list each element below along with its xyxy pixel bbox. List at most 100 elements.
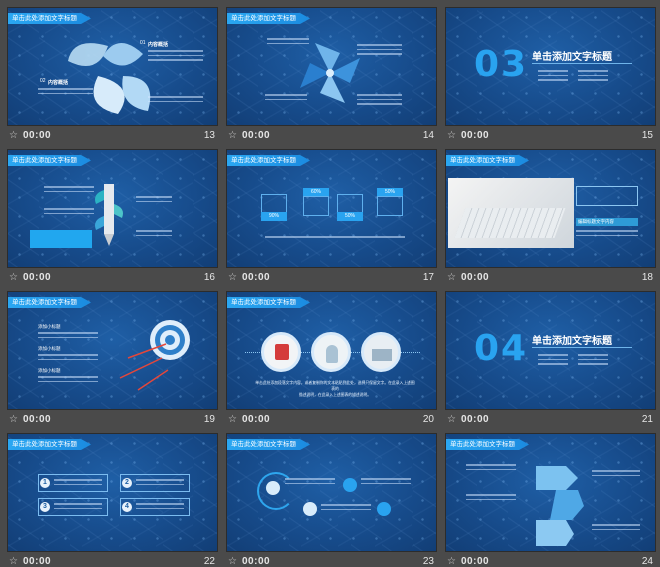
slide-tag: 单击此处添加文字标题 — [227, 155, 310, 166]
slide-tag: 单击此处添加文字标题 — [446, 439, 529, 450]
text-box — [576, 186, 638, 206]
star-transition-icon[interactable]: ☆ — [228, 272, 237, 283]
stat-value: 50% — [337, 212, 363, 221]
step-number: 2 — [122, 478, 132, 488]
slide-duration: 00:00 — [23, 130, 52, 141]
slide-preview[interactable]: 单击此处添加文字标题 — [7, 149, 218, 268]
bullet-lines — [578, 354, 608, 368]
slide-preview[interactable]: 03 单击添加文字标题 — [445, 7, 656, 126]
zigzag-arrows — [536, 466, 584, 546]
slide-thumbnail-16[interactable]: 单击此处添加文字标题 ☆ 00:00 16 — [7, 149, 218, 286]
slide-thumbnail-19[interactable]: 单击此处添加文字标题 添加小标题 添加小标题 添加小标题 ☆ 00:00 19 — [7, 291, 218, 428]
text-lines — [285, 478, 335, 487]
slide-thumbnail-13[interactable]: 单击此处添加文字标题 01 02 内容概括 内容概括 ☆ 00:00 13 — [7, 7, 218, 144]
slide-preview[interactable]: 单击此处添加文字标题 01 02 内容概括 内容概括 — [7, 7, 218, 126]
star-transition-icon[interactable]: ☆ — [228, 414, 237, 425]
slide-preview[interactable]: 单击此处添加文字标题 90% 60% 50% 50% — [226, 149, 437, 268]
text-lines — [592, 470, 640, 479]
star-transition-icon[interactable]: ☆ — [228, 130, 237, 141]
slide-tag: 单击此处添加文字标题 — [227, 297, 310, 308]
item-number: 01 — [140, 40, 146, 46]
divider — [532, 63, 632, 64]
slide-thumbnail-20[interactable]: 单击此处添加文字标题 单击此处添加段落文字内容，或者复制你的文本粘贴到此处，选择… — [226, 291, 437, 428]
slide-thumbnail-17[interactable]: 单击此处添加文字标题 90% 60% 50% 50% ☆ 00:00 17 — [226, 149, 437, 286]
slide-preview[interactable]: 04 单击添加文字标题 — [445, 291, 656, 410]
slide-duration: 00:00 — [461, 130, 490, 141]
slide-preview[interactable]: 单击此处添加文字标题 单击此处添加段落文字内容，或者复制你的文本粘贴到此处，选择… — [226, 291, 437, 410]
slide-duration: 00:00 — [23, 414, 52, 425]
step-number: 4 — [122, 502, 132, 512]
section-number: 03 — [474, 44, 529, 85]
star-transition-icon[interactable]: ☆ — [9, 414, 18, 425]
star-transition-icon[interactable]: ☆ — [447, 130, 456, 141]
divider — [532, 347, 632, 348]
slide-duration: 00:00 — [23, 272, 52, 283]
slide-footer: ☆ 00:00 18 — [445, 270, 656, 286]
stat-box — [303, 196, 329, 216]
text-lines — [592, 524, 640, 533]
slide-tag: 单击此处添加文字标题 — [8, 439, 91, 450]
slide-preview[interactable]: 单击此处添加文字标题 — [226, 7, 437, 126]
icon-circle — [377, 502, 391, 516]
slide-preview[interactable]: 单击此处添加文字标题 — [226, 433, 437, 552]
slide-preview[interactable]: 单击此处添加文字标题 1 2 3 4 — [7, 433, 218, 552]
star-transition-icon[interactable]: ☆ — [228, 556, 237, 567]
text-lines — [265, 94, 307, 103]
text-lines — [357, 94, 402, 108]
slide-duration: 00:00 — [242, 130, 271, 141]
star-transition-icon[interactable]: ☆ — [447, 556, 456, 567]
bullet-lines — [538, 70, 568, 84]
text-box — [30, 230, 92, 248]
slide-tag: 单击此处添加文字标题 — [227, 439, 310, 450]
text-lines — [38, 376, 98, 385]
star-transition-icon[interactable]: ☆ — [447, 272, 456, 283]
slide-footer: ☆ 00:00 13 — [7, 128, 218, 144]
text-lines — [267, 38, 309, 47]
slide-thumbnail-15[interactable]: 03 单击添加文字标题 ☆ 00:00 15 — [445, 7, 656, 144]
subtitle: 添加小标题 — [38, 346, 61, 351]
slide-preview[interactable]: 单击此处添加文字标题 添加小标题 添加小标题 添加小标题 — [7, 291, 218, 410]
slide-duration: 00:00 — [461, 414, 490, 425]
stat-value: 60% — [303, 188, 329, 197]
slide-duration: 00:00 — [461, 556, 490, 567]
section-number: 04 — [474, 328, 529, 369]
icon-circle — [266, 481, 280, 495]
leaf-diagram — [68, 42, 151, 114]
slide-footer: ☆ 00:00 24 — [445, 554, 656, 567]
star-transition-icon[interactable]: ☆ — [9, 272, 18, 283]
slide-thumbnail-14[interactable]: 单击此处添加文字标题 ☆ 00:00 14 — [226, 7, 437, 144]
step-number: 1 — [40, 478, 50, 488]
star-transition-icon[interactable]: ☆ — [9, 130, 18, 141]
text-lines — [357, 44, 402, 58]
slide-duration: 00:00 — [242, 556, 271, 567]
slide-duration: 00:00 — [242, 414, 271, 425]
slide-thumbnail-18[interactable]: 单击此处添加文字标题 编辑标题文字内容 ☆ 00:00 18 — [445, 149, 656, 286]
slide-tag: 单击此处添加文字标题 — [8, 297, 91, 308]
target-diagram — [119, 320, 190, 391]
slide-thumbnail-22[interactable]: 单击此处添加文字标题 1 2 3 4 ☆ 00:00 22 — [7, 433, 218, 567]
star-transition-icon[interactable]: ☆ — [9, 556, 18, 567]
slide-number: 20 — [422, 414, 434, 425]
text-lines — [361, 478, 411, 487]
slide-thumbnail-24[interactable]: 单击此处添加文字标题 ☆ 00:00 24 — [445, 433, 656, 567]
slide-footer: ☆ 00:00 14 — [226, 128, 437, 144]
slide-tag: 单击此处添加文字标题 — [446, 155, 529, 166]
text-lines — [136, 230, 172, 239]
slide-number: 24 — [641, 556, 653, 567]
slide-number: 21 — [641, 414, 653, 425]
step-box — [120, 498, 190, 516]
slide-thumbnail-23[interactable]: 单击此处添加文字标题 ☆ 00:00 23 — [226, 433, 437, 567]
text-lines — [321, 504, 371, 513]
slide-number: 19 — [203, 414, 215, 425]
slide-preview[interactable]: 单击此处添加文字标题 — [445, 433, 656, 552]
slide-thumbnail-21[interactable]: 04 单击添加文字标题 ☆ 00:00 21 — [445, 291, 656, 428]
slide-preview[interactable]: 单击此处添加文字标题 编辑标题文字内容 — [445, 149, 656, 268]
item-title: 内容概括 — [48, 80, 69, 86]
item-title: 内容概括 — [148, 42, 169, 48]
bullet-lines — [578, 70, 608, 84]
text-lines — [38, 354, 98, 363]
section-title: 单击添加文字标题 — [532, 52, 612, 63]
slide-footer: ☆ 00:00 16 — [7, 270, 218, 286]
text-lines — [136, 196, 172, 205]
star-transition-icon[interactable]: ☆ — [447, 414, 456, 425]
